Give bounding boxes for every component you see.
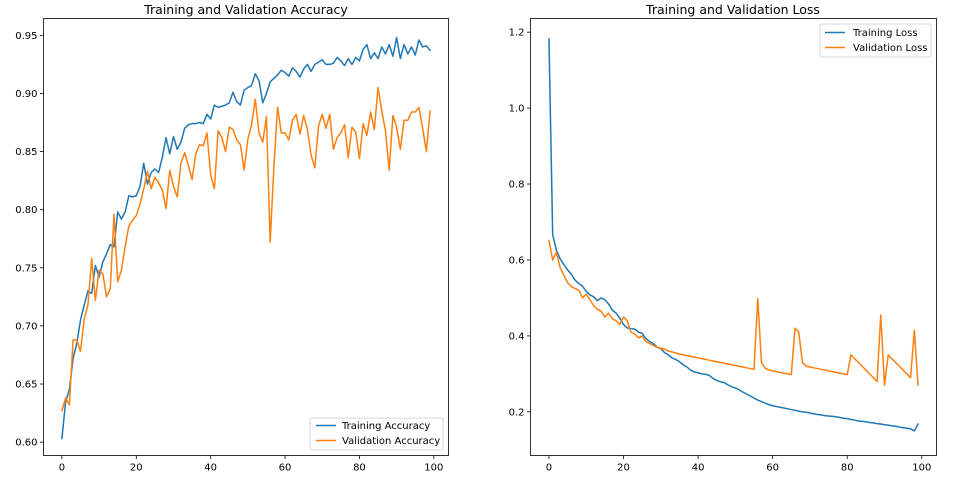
legend-label-validation-accuracy: Validation Accuracy — [342, 436, 440, 447]
y-tick-label: 0.4 — [509, 331, 525, 342]
y-tick-label: 0.60 — [15, 438, 37, 449]
legend-label-training-loss: Training Loss — [852, 28, 918, 39]
series-layer — [61, 36, 431, 440]
x-tick-label: 60 — [279, 463, 292, 474]
y-tick-label: 0.75 — [15, 263, 37, 274]
y-axis: 0.60 0.65 0.70 0.75 0.80 0.85 0.90 0.95 — [15, 31, 44, 449]
legend-frame — [309, 417, 444, 451]
x-tick-label: 100 — [424, 463, 443, 474]
y-tick-label: 0.8 — [509, 180, 525, 191]
x-tick-label: 40 — [204, 463, 217, 474]
x-axis: 0 20 40 60 80 100 — [59, 455, 443, 474]
x-tick-label: 20 — [617, 463, 630, 474]
x-tick-label: 100 — [912, 463, 931, 474]
chart-title: Training and Validation Accuracy — [143, 2, 348, 17]
x-tick-label: 0 — [546, 463, 552, 474]
legend-label-training-accuracy: Training Accuracy — [341, 421, 430, 432]
y-tick-label: 1.0 — [509, 104, 525, 115]
legend: Training Loss Validation Loss — [819, 23, 932, 58]
y-axis: 0.2 0.4 0.6 0.8 1.0 1.2 — [509, 28, 531, 418]
x-tick-label: 80 — [353, 463, 366, 474]
y-tick-label: 1.2 — [509, 28, 525, 39]
y-tick-label: 0.2 — [509, 407, 525, 418]
series-layer — [548, 37, 919, 432]
plot-area-frame — [43, 18, 449, 456]
y-tick-label: 0.95 — [15, 31, 37, 42]
x-axis: 0 20 40 60 80 100 — [546, 455, 931, 474]
x-tick-label: 0 — [59, 463, 65, 474]
x-tick-label: 80 — [841, 463, 854, 474]
plot-area-frame — [530, 18, 937, 456]
y-tick-label: 0.65 — [15, 380, 37, 391]
y-tick-label: 0.80 — [15, 205, 37, 216]
y-tick-label: 0.70 — [15, 321, 37, 332]
loss-chart: Training and Validation Loss 0 20 40 60 80 10… — [509, 2, 937, 474]
x-tick-label: 20 — [130, 463, 143, 474]
series-line-training-loss — [548, 37, 919, 432]
legend-frame — [819, 23, 932, 58]
y-tick-label: 0.85 — [15, 147, 37, 158]
chart-title: Training and Validation Loss — [645, 2, 820, 17]
x-tick-label: 40 — [692, 463, 705, 474]
accuracy-chart: Training and Validation Accuracy 0 20 40 60… — [15, 2, 449, 474]
y-tick-label: 0.90 — [15, 89, 37, 100]
x-tick-label: 60 — [766, 463, 779, 474]
legend-label-validation-loss: Validation Loss — [853, 43, 928, 54]
legend: Training Accuracy Validation Accuracy — [309, 417, 444, 451]
series-line-validation-loss — [548, 239, 919, 387]
series-line-training-accuracy — [61, 36, 431, 440]
series-line-validation-accuracy — [61, 86, 431, 412]
y-tick-label: 0.6 — [509, 255, 525, 266]
